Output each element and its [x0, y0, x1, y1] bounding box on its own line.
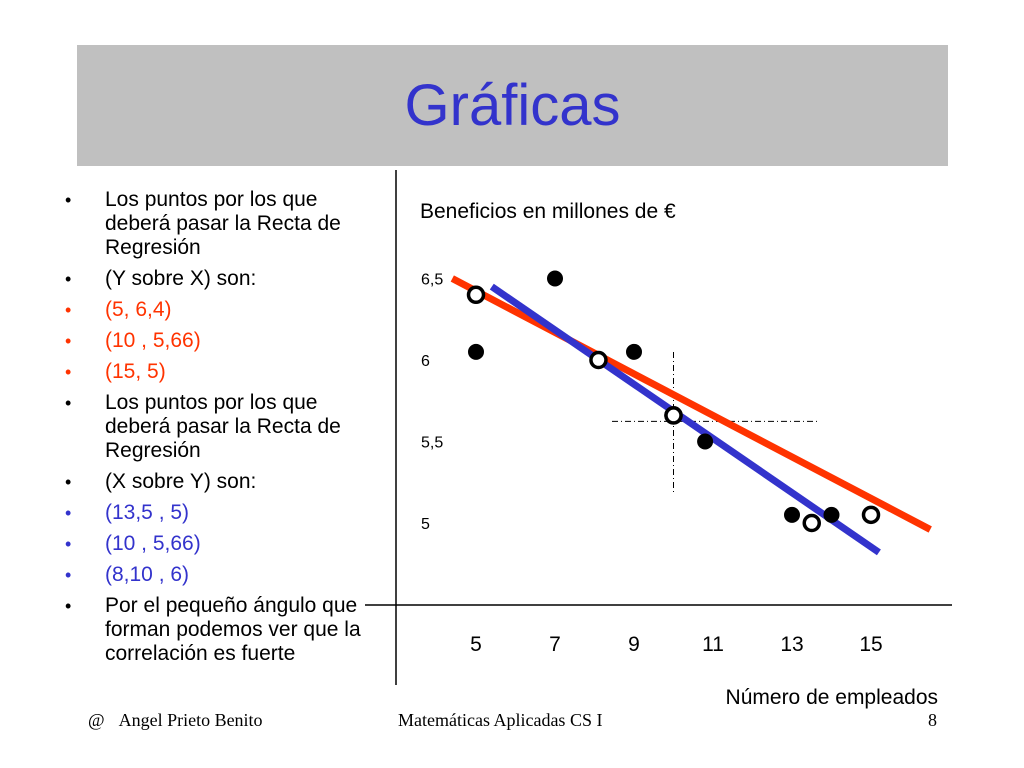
chart-title: Beneficios en millones de € [420, 200, 676, 223]
observed-point [823, 506, 840, 523]
y-tick-label: 6,5 [421, 272, 443, 289]
x-tick-label: 13 [780, 633, 803, 656]
bullet-dot-icon: • [65, 503, 72, 523]
bullet-dot-icon: • [65, 565, 72, 585]
bullet-dot-icon: • [65, 269, 72, 289]
bullet-text: (10 , 5,66) [105, 532, 201, 555]
x-tick-label: 7 [549, 633, 561, 656]
regression-point [664, 406, 683, 425]
bullet-text: (13,5 , 5) [105, 501, 190, 524]
bullet-text: (5, 6,4) [105, 298, 172, 321]
title-band: Gráficas [77, 45, 948, 166]
bullet-item: • (10 , 5,66) [60, 329, 380, 353]
bullet-list: • Los puntos por los que deberá pasar la … [60, 188, 380, 673]
bullet-item: • (X sobre Y) son: [60, 470, 380, 494]
footer-course: Matemáticas Aplicadas CS I [398, 710, 603, 730]
bullet-text: Los puntos por los que deberá pasar la R… [105, 188, 341, 259]
bullet-text: (X sobre Y) son: [105, 470, 257, 493]
bullet-text: Por el pequeño ángulo que forman podemos… [105, 594, 361, 665]
bullet-dot-icon: • [65, 393, 72, 413]
bullet-dot-icon: • [65, 331, 72, 351]
bullet-item: • Los puntos por los que deberá pasar la … [60, 391, 380, 463]
bullet-item: • (5, 6,4) [60, 298, 380, 322]
bullet-dot-icon: • [65, 190, 72, 210]
regression-line-x-on-y [489, 283, 881, 556]
regression-point [664, 406, 683, 425]
observed-point [626, 343, 642, 360]
footer-page-number: 8 [928, 710, 937, 730]
bullet-dot-icon: • [65, 362, 72, 382]
footer-at: @ [88, 710, 105, 730]
x-tick-label: 9 [628, 633, 640, 656]
y-tick-label: 5 [421, 516, 430, 533]
bullet-item: • (Y sobre X) son: [60, 267, 380, 291]
y-tick-label: 5,5 [421, 435, 443, 452]
bullet-item: • (13,5 , 5) [60, 501, 380, 525]
footer-author-name: Angel Prieto Benito [118, 710, 263, 730]
observed-point [784, 506, 800, 523]
bullet-dot-icon: • [65, 596, 72, 616]
bullet-dot-icon: • [65, 300, 72, 320]
observed-point [547, 270, 563, 287]
footer-author: @ Angel Prieto Benito [88, 710, 263, 731]
bullet-item: • (15, 5) [60, 360, 380, 384]
bullet-item: • (8,10 , 6) [60, 563, 380, 587]
y-tick-label: 6 [421, 353, 430, 370]
bullet-text: Los puntos por los que deberá pasar la R… [105, 391, 341, 462]
bullet-item: • Los puntos por los que deberá pasar la … [60, 188, 380, 260]
regression-point [466, 285, 486, 305]
bullet-text: (Y sobre X) son: [105, 267, 257, 290]
x-axis-label: Número de empleados [726, 686, 938, 709]
bullet-dot-icon: • [65, 472, 72, 492]
bullet-dot-icon: • [65, 534, 72, 554]
slide-title: Gráficas [404, 73, 621, 138]
bullet-item: • (10 , 5,66) [60, 532, 380, 556]
observed-point [468, 343, 484, 360]
x-tick-label: 11 [702, 633, 724, 656]
regression-point [802, 513, 821, 533]
x-tick-label: 5 [470, 633, 482, 656]
x-tick-label: 15 [859, 633, 882, 656]
bullet-item: • Por el pequeño ángulo que forman podemo… [60, 594, 380, 666]
bullet-text: (10 , 5,66) [105, 329, 201, 352]
regression-point [589, 350, 608, 370]
bullet-text: (8,10 , 6) [105, 563, 190, 586]
observed-point [697, 433, 714, 450]
bullet-text: (15, 5) [105, 360, 166, 383]
regression-point [861, 505, 881, 525]
regression-line-y-on-x [450, 275, 932, 533]
